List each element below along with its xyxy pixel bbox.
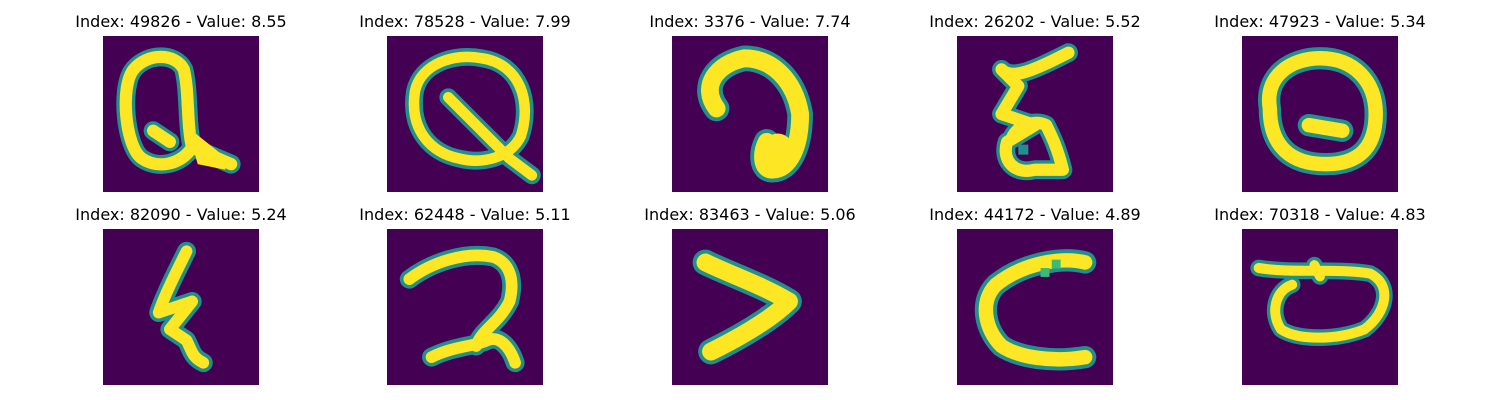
panel-8: Index: 83463 - Value: 5.06	[630, 205, 870, 395]
panel-title: Index: 78528 - Value: 7.99	[359, 12, 571, 31]
panel-1: Index: 49826 - Value: 8.55	[61, 12, 301, 202]
panel-5: Index: 47923 - Value: 5.34	[1200, 12, 1440, 202]
panel-title: Index: 26202 - Value: 5.52	[929, 12, 1141, 31]
handwritten-glyph-zigzag-icon	[103, 229, 259, 385]
panel-title: Index: 70318 - Value: 4.83	[1214, 205, 1426, 224]
handwritten-glyph-greater-than-icon	[672, 229, 828, 385]
panel-4: Index: 26202 - Value: 5.52	[915, 12, 1155, 202]
panel-2: Index: 78528 - Value: 7.99	[345, 12, 585, 202]
panel-title: Index: 3376 - Value: 7.74	[649, 12, 851, 31]
panel-3: Index: 3376 - Value: 7.74	[630, 12, 870, 202]
panel-title: Index: 83463 - Value: 5.06	[644, 205, 856, 224]
handwritten-glyph-c-open-icon	[957, 229, 1113, 385]
panel-title: Index: 44172 - Value: 4.89	[929, 205, 1141, 224]
handwritten-glyph-q-round-icon	[1242, 36, 1398, 192]
handwritten-glyph-reversed-c-icon	[672, 36, 828, 192]
panel-6: Index: 82090 - Value: 5.24	[61, 205, 301, 395]
panel-9: Index: 44172 - Value: 4.89	[915, 205, 1155, 395]
handwritten-glyph-theta-leaf-icon	[387, 36, 543, 192]
handwritten-glyph-loop-o-icon	[1242, 229, 1398, 385]
handwritten-glyph-q-icon	[103, 36, 259, 192]
panel-7: Index: 62448 - Value: 5.11	[345, 205, 585, 395]
handwritten-glyph-z-crossed-icon	[957, 36, 1113, 192]
panel-title: Index: 49826 - Value: 8.55	[75, 12, 287, 31]
panel-title: Index: 62448 - Value: 5.11	[359, 205, 571, 224]
panel-10: Index: 70318 - Value: 4.83	[1200, 205, 1440, 395]
panel-title: Index: 47923 - Value: 5.34	[1214, 12, 1426, 31]
panel-title: Index: 82090 - Value: 5.24	[75, 205, 287, 224]
handwritten-glyph-two-icon	[387, 229, 543, 385]
